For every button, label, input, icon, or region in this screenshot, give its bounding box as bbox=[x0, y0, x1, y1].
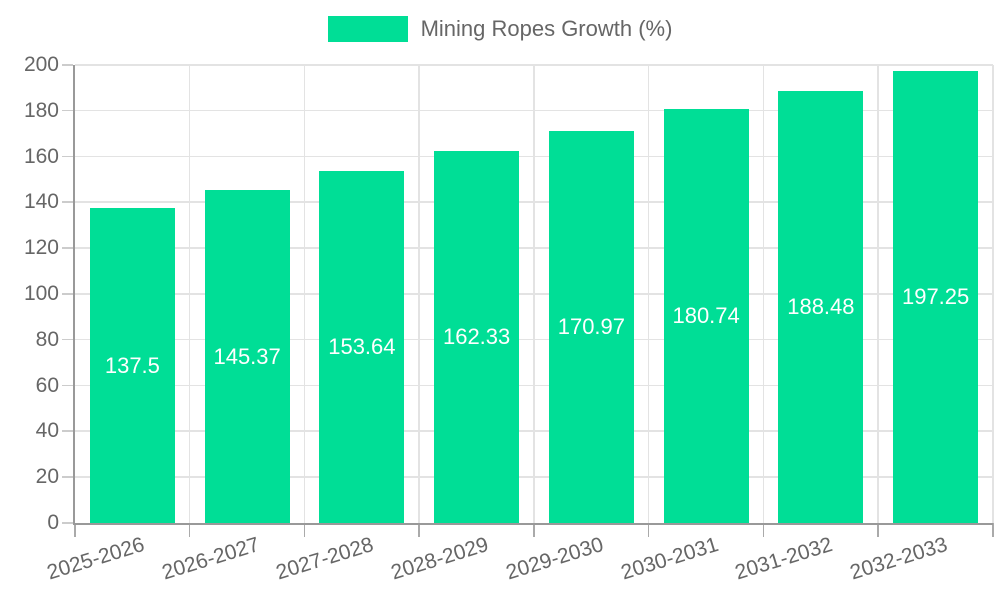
gridline-vertical bbox=[418, 65, 420, 523]
x-axis-tick bbox=[992, 523, 994, 537]
x-axis-label: 2032-2033 bbox=[847, 533, 951, 585]
y-axis-tick bbox=[62, 293, 73, 295]
x-axis-tick bbox=[303, 523, 305, 537]
y-axis-tick bbox=[62, 384, 73, 387]
gridline-vertical bbox=[992, 65, 994, 523]
bar-value-label: 170.97 bbox=[557, 314, 626, 340]
y-axis-label: 120 bbox=[23, 236, 59, 260]
x-axis-tick bbox=[74, 523, 76, 537]
y-axis-line bbox=[73, 65, 75, 525]
gridline-vertical bbox=[533, 65, 535, 523]
legend-swatch bbox=[327, 16, 408, 42]
x-axis-label: 2028-2029 bbox=[388, 533, 492, 585]
gridline-vertical bbox=[762, 65, 764, 523]
y-axis-label: 0 bbox=[47, 511, 59, 534]
x-axis-tick bbox=[533, 523, 535, 537]
y-axis-label: 180 bbox=[23, 98, 59, 122]
bar[interactable]: 137.5 bbox=[89, 208, 175, 523]
y-axis-label: 100 bbox=[23, 282, 59, 305]
y-axis-tick bbox=[62, 109, 73, 112]
y-axis-tick bbox=[62, 430, 73, 432]
bar-value-label: 162.33 bbox=[442, 324, 511, 350]
y-axis-tick bbox=[62, 201, 73, 203]
bar-value-label: 153.64 bbox=[328, 334, 396, 360]
x-axis-tick bbox=[647, 523, 650, 537]
bar-value-label: 197.25 bbox=[901, 284, 970, 310]
x-axis-label: 2027-2028 bbox=[273, 533, 377, 585]
legend-item[interactable]: Mining Ropes Growth (%) bbox=[327, 16, 673, 42]
x-axis-label: 2029-2030 bbox=[503, 533, 607, 585]
gridline-vertical bbox=[647, 65, 650, 523]
y-axis-label: 60 bbox=[35, 373, 59, 397]
bar[interactable]: 145.37 bbox=[204, 190, 290, 523]
x-axis-label: 2030-2031 bbox=[618, 533, 721, 585]
y-axis-tick bbox=[62, 247, 73, 249]
x-axis-line bbox=[73, 523, 993, 525]
x-axis-tick bbox=[188, 523, 191, 537]
bar[interactable]: 153.64 bbox=[319, 171, 405, 523]
x-axis-label: 2025-2026 bbox=[44, 533, 148, 585]
y-axis-label: 20 bbox=[35, 465, 59, 489]
gridline-vertical bbox=[188, 65, 191, 523]
bar-value-label: 137.5 bbox=[104, 352, 160, 378]
y-axis-tick bbox=[62, 155, 73, 158]
bar[interactable]: 162.33 bbox=[434, 151, 520, 523]
bar-value-label: 188.48 bbox=[787, 294, 855, 320]
gridline-vertical bbox=[877, 65, 879, 523]
bar[interactable]: 170.97 bbox=[548, 131, 634, 523]
legend-label: Mining Ropes Growth (%) bbox=[420, 16, 673, 41]
y-axis-label: 160 bbox=[23, 144, 59, 168]
y-axis-tick bbox=[62, 522, 73, 524]
y-axis-label: 40 bbox=[35, 419, 59, 443]
y-axis-tick bbox=[62, 64, 73, 66]
bar-value-label: 180.74 bbox=[672, 303, 740, 329]
bar[interactable]: 188.48 bbox=[778, 91, 864, 523]
x-axis-label: 2031-2032 bbox=[732, 533, 836, 585]
x-axis-label: 2026-2027 bbox=[159, 533, 262, 585]
x-axis-tick bbox=[418, 523, 420, 537]
y-axis-label: 140 bbox=[23, 190, 59, 214]
bar[interactable]: 180.74 bbox=[663, 109, 749, 523]
bar[interactable]: 197.25 bbox=[893, 71, 979, 523]
legend: Mining Ropes Growth (%) bbox=[0, 16, 1000, 42]
x-axis-tick bbox=[762, 523, 764, 537]
bar-value-label: 145.37 bbox=[213, 343, 281, 369]
gridline-horizontal bbox=[75, 64, 993, 66]
y-axis-label: 80 bbox=[35, 327, 59, 351]
y-axis-label: 200 bbox=[23, 53, 59, 76]
x-axis-tick bbox=[877, 523, 879, 537]
y-axis-tick bbox=[62, 476, 73, 478]
y-axis-tick bbox=[62, 338, 73, 341]
gridline-vertical bbox=[303, 65, 305, 523]
